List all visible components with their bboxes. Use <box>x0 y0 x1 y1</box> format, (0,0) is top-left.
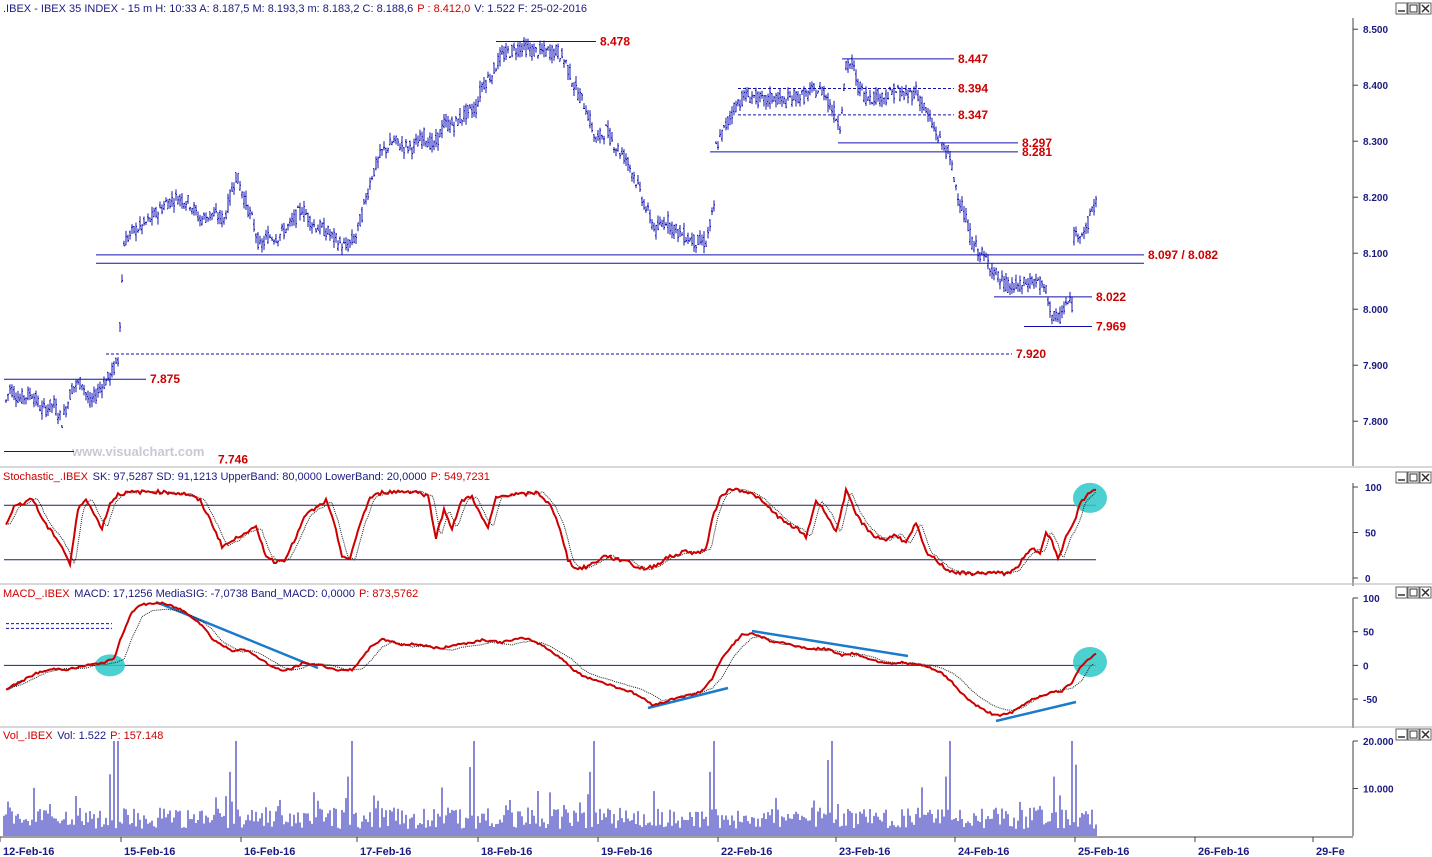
price-panel-header: .IBEX - IBEX 35 INDEX - 15 m H: 10:33 A:… <box>3 3 413 15</box>
axes: 8.500 8.400 8.300 8.200 8.100 8.000 7.900 7.800… <box>0 18 1432 857</box>
volume-panel-values: Vol: 1.522 <box>57 730 106 742</box>
maximize-button[interactable] <box>1407 586 1420 599</box>
minimize-button[interactable] <box>1395 586 1408 599</box>
highlight-circle <box>95 654 125 677</box>
level-label: 8.447 <box>958 52 988 66</box>
price-panel-period: P : 8.412,0 <box>417 3 470 15</box>
macd-panel-period: P: 873,5762 <box>359 588 418 600</box>
maximize-button[interactable] <box>1407 2 1420 15</box>
stochastic-panel: 100 50 0 <box>4 482 1382 585</box>
trend-line <box>995 700 1077 723</box>
x-tick-label: 25-Feb-16 <box>1078 846 1129 857</box>
macd-panel-controls[interactable] <box>1395 586 1432 599</box>
x-tick-label: 16-Feb-16 <box>244 846 295 857</box>
macd-panel-title: MACD_.IBEX <box>3 588 70 600</box>
x-tick-label: 22-Feb-16 <box>721 846 772 857</box>
level-label: 8.281 <box>1022 145 1052 159</box>
y-tick-label: 50 <box>1365 529 1377 540</box>
volume-panel: 20.000 10.000 <box>3 737 1394 836</box>
y-tick-label: 50 <box>1363 628 1375 639</box>
highlight-circle <box>1073 647 1107 677</box>
y-tick-label: 100 <box>1365 483 1382 494</box>
x-tick-label: 23-Feb-16 <box>839 846 890 857</box>
trend-line <box>647 686 729 710</box>
y-tick-label: 8.000 <box>1363 305 1388 316</box>
volume-panel-title: Vol_.IBEX <box>3 730 53 742</box>
minimize-button[interactable] <box>1395 728 1408 741</box>
y-tick-label: 10.000 <box>1363 785 1394 796</box>
y-tick-label: 0 <box>1363 661 1369 672</box>
y-tick-label: 8.500 <box>1363 25 1388 36</box>
y-tick-label: 7.800 <box>1363 417 1388 428</box>
level-label: 7.746 <box>218 452 248 466</box>
level-label: 7.920 <box>1016 347 1046 361</box>
x-tick-label: 15-Feb-16 <box>124 846 175 857</box>
level-label: 8.297 <box>1022 136 1052 150</box>
stochastic-panel-controls[interactable] <box>1395 471 1432 484</box>
stochastic-k-line <box>5 485 1096 577</box>
price-panel-volume-date: V: 1.522 F: 25-02-2016 <box>474 3 587 15</box>
y-tick-label: 0 <box>1365 574 1371 585</box>
macd-panel-values: MACD: 17,1256 MediaSIG: -7,0738 Band_MAC… <box>74 588 355 600</box>
level-label: 7.875 <box>150 372 180 386</box>
x-tick-label: 19-Feb-16 <box>601 846 652 857</box>
maximize-button[interactable] <box>1407 728 1420 741</box>
y-tick-label: 8.400 <box>1363 81 1388 92</box>
trend-line <box>155 600 319 670</box>
y-tick-label: 7.900 <box>1363 361 1388 372</box>
y-tick-label: 20.000 <box>1363 737 1394 748</box>
y-tick-label: -50 <box>1363 695 1378 706</box>
stochastic-d-line <box>7 488 1097 575</box>
x-tick-label: 17-Feb-16 <box>360 846 411 857</box>
y-tick-label: 8.300 <box>1363 137 1388 148</box>
volume-panel-controls[interactable] <box>1395 728 1432 741</box>
x-tick-label: 12-Feb-16 <box>3 846 54 857</box>
minimize-button[interactable] <box>1395 471 1408 484</box>
level-label: 7.969 <box>1096 320 1126 334</box>
price-panel-controls[interactable] <box>1395 2 1432 15</box>
stochastic-panel-values: SK: 97,5287 SD: 91,1213 UpperBand: 80,00… <box>93 471 427 483</box>
macd-signal-line <box>11 608 1095 711</box>
stochastic-panel-period: P: 549,7231 <box>431 471 490 483</box>
watermark: www.visualchart.com <box>71 444 204 459</box>
stochastic-panel-title: Stochastic_.IBEX <box>3 471 89 483</box>
y-tick-label: 8.100 <box>1363 249 1388 260</box>
minimize-button[interactable] <box>1395 2 1408 15</box>
x-tick-label: 18-Feb-16 <box>481 846 532 857</box>
x-tick-label: 24-Feb-16 <box>958 846 1009 857</box>
y-tick-label: 8.200 <box>1363 193 1388 204</box>
highlight-circle <box>1073 482 1107 513</box>
level-label: 8.394 <box>958 82 988 96</box>
macd-line <box>5 601 1097 718</box>
level-label: 8.478 <box>600 35 630 49</box>
y-tick-label: 100 <box>1363 594 1380 605</box>
maximize-button[interactable] <box>1407 471 1420 484</box>
volume-panel-period: P: 157.148 <box>110 730 163 742</box>
x-tick-label: 29-Fe <box>1316 846 1345 857</box>
level-label: 8.022 <box>1096 290 1126 304</box>
x-tick-label: 26-Feb-16 <box>1198 846 1249 857</box>
level-label: 8.347 <box>958 108 988 122</box>
level-label: 8.097 / 8.082 <box>1148 248 1218 262</box>
trend-line <box>751 629 909 658</box>
macd-panel: 100 50 0 -50 <box>4 594 1380 723</box>
